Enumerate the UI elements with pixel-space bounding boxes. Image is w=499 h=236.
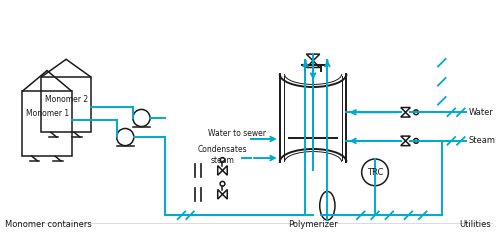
Text: Water: Water	[469, 108, 494, 117]
Text: Monomer containers: Monomer containers	[4, 220, 91, 229]
Text: Monomer 2: Monomer 2	[45, 95, 88, 104]
Text: Polymerizer: Polymerizer	[288, 220, 338, 229]
Text: Steam: Steam	[469, 136, 496, 145]
Bar	[22, 91, 72, 156]
Text: TRC: TRC	[367, 168, 383, 177]
Text: Utilities: Utilities	[459, 220, 491, 229]
Bar	[41, 77, 91, 132]
Text: Monomer 1: Monomer 1	[26, 109, 69, 118]
Text: Condensates
steam: Condensates steam	[198, 145, 248, 165]
Text: Water to sewer: Water to sewer	[208, 129, 266, 138]
